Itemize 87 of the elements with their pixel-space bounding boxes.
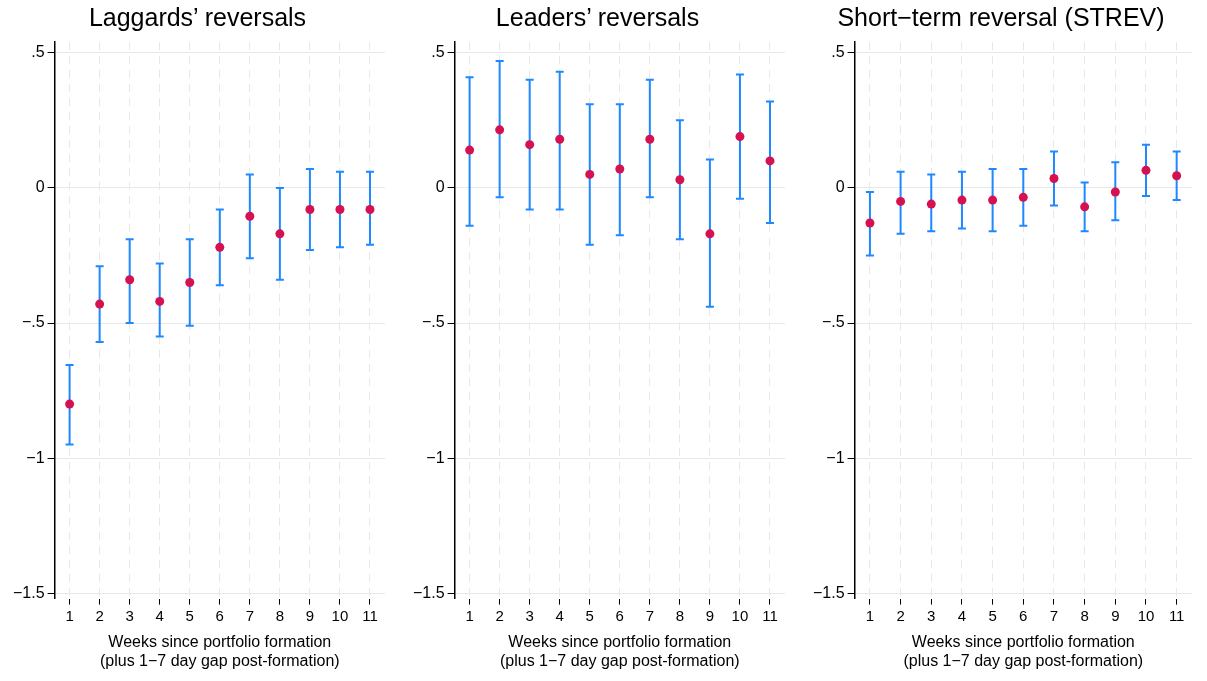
x-tick-label: 7 xyxy=(245,606,254,624)
y-tick-label: 0 xyxy=(35,178,45,196)
x-tick-label: 3 xyxy=(125,606,134,624)
x-tick-label: 2 xyxy=(896,606,905,624)
point xyxy=(1080,202,1090,212)
point xyxy=(335,205,345,215)
x-tick-label: 11 xyxy=(1168,606,1185,624)
x-tick-label: 6 xyxy=(1019,606,1028,624)
chart-title: Short−term reversal (STREV) xyxy=(837,2,1165,31)
x-tick-label: 1 xyxy=(465,606,474,624)
y-tick-label: .5 xyxy=(831,43,845,61)
y-tick-label: −1.5 xyxy=(812,583,845,601)
y-tick-label: 0 xyxy=(835,178,845,196)
x-tick-label: 10 xyxy=(331,606,349,624)
point xyxy=(95,299,105,309)
point xyxy=(555,134,565,144)
point xyxy=(275,229,285,239)
x-tick-label: 8 xyxy=(675,606,685,624)
x-tick-label: 3 xyxy=(927,606,936,624)
point xyxy=(1018,192,1028,202)
x-tick-label: 2 xyxy=(495,606,504,624)
y-tick-label: −.5 xyxy=(21,313,45,331)
x-tick-label: 6 xyxy=(615,606,624,624)
x-tick-label: 7 xyxy=(1049,606,1059,624)
point xyxy=(185,277,195,287)
x-tick-label: 3 xyxy=(525,606,534,624)
x-tick-label: 5 xyxy=(585,606,594,624)
x-tick-label: 11 xyxy=(762,606,778,624)
point xyxy=(155,296,165,306)
x-tick-label: 2 xyxy=(95,606,104,624)
x-tick-label: 4 xyxy=(957,606,967,624)
x-tick-label: 9 xyxy=(705,606,715,624)
point xyxy=(865,218,875,228)
point xyxy=(675,175,685,185)
x-tick-label: 4 xyxy=(155,606,164,624)
point xyxy=(988,195,998,205)
point xyxy=(926,199,936,209)
point xyxy=(215,242,225,252)
point xyxy=(525,140,535,150)
x-axis-title: Weeks since portfolio formation (plus 1−7 day gap post-formation) xyxy=(499,632,740,669)
point xyxy=(1049,173,1059,183)
point xyxy=(585,169,595,179)
x-tick-label: 5 xyxy=(185,606,194,624)
point xyxy=(957,195,967,205)
y-tick-label: .5 xyxy=(431,43,445,61)
point xyxy=(896,196,906,206)
chart-title: Leaders’ reversals xyxy=(495,2,700,31)
y-tick-label: −1 xyxy=(26,448,45,466)
x-tick-label: 5 xyxy=(988,606,997,624)
y-tick-label: 0 xyxy=(435,178,445,196)
x-tick-label: 10 xyxy=(1137,606,1155,624)
point xyxy=(125,275,135,285)
point xyxy=(645,134,655,144)
y-tick-label: .5 xyxy=(31,43,45,61)
point xyxy=(705,229,715,239)
x-axis-title: Weeks since portfolio formation (plus 1−7 day gap post-formation) xyxy=(99,632,340,669)
point xyxy=(465,145,475,155)
x-tick-label: 7 xyxy=(645,606,654,624)
point xyxy=(1172,171,1182,181)
point xyxy=(615,164,625,174)
point xyxy=(1110,187,1120,197)
x-tick-label: 1 xyxy=(865,606,875,624)
x-tick-label: 6 xyxy=(215,606,224,624)
y-tick-label: −1 xyxy=(426,448,445,466)
point xyxy=(765,156,775,166)
point xyxy=(245,211,255,221)
y-tick-label: −1.5 xyxy=(412,583,445,601)
point xyxy=(65,399,75,409)
x-axis-title: Weeks since portfolio formation (plus 1−7 day gap post-formation) xyxy=(903,632,1144,669)
chart-title: Laggards’ reversals xyxy=(88,2,307,31)
point xyxy=(1141,165,1151,175)
y-tick-label: −1 xyxy=(826,448,845,466)
point xyxy=(495,125,505,135)
x-tick-label: 8 xyxy=(1080,606,1089,624)
x-tick-label: 11 xyxy=(362,606,378,624)
y-tick-label: −1.5 xyxy=(12,583,45,601)
y-tick-label: −.5 xyxy=(421,313,445,331)
x-tick-label: 1 xyxy=(65,606,74,624)
x-tick-label: 9 xyxy=(1111,606,1120,624)
y-tick-label: −.5 xyxy=(821,313,845,331)
x-tick-label: 10 xyxy=(731,606,749,624)
point xyxy=(735,132,745,142)
x-tick-label: 9 xyxy=(305,606,315,624)
x-tick-label: 4 xyxy=(555,606,564,624)
point xyxy=(305,205,315,215)
point xyxy=(365,205,375,215)
x-tick-label: 8 xyxy=(275,606,285,624)
